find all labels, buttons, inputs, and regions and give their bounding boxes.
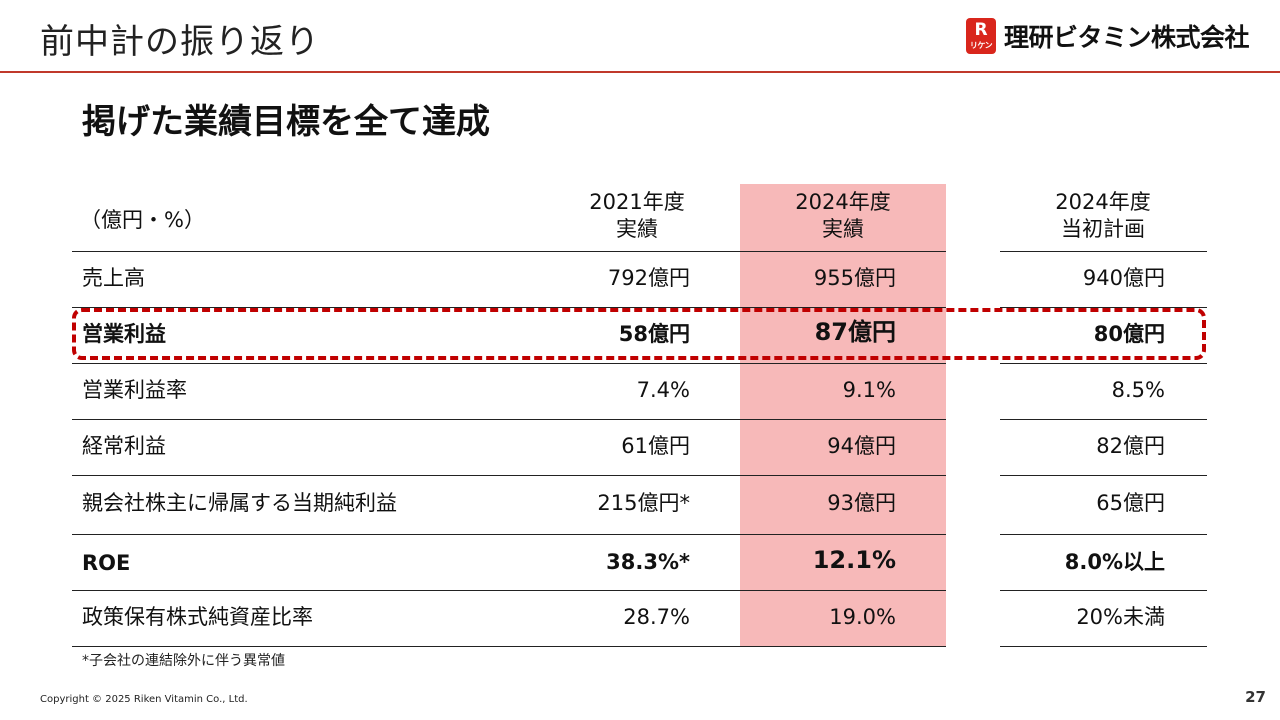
table-rule (72, 646, 946, 647)
table-rule (72, 590, 946, 591)
table-rule (1000, 534, 1207, 535)
table-cell: 80億円 (1093, 322, 1165, 346)
row-label: 政策保有株式純資産比率 (82, 605, 313, 629)
table-cell: 94億円 (827, 434, 896, 458)
table-cell: 61億円 (621, 434, 690, 458)
row-label: 売上高 (82, 266, 145, 290)
highlight-column (740, 184, 946, 646)
logo-mark-icon: R リケン (966, 18, 996, 54)
title-divider (0, 71, 1280, 73)
column-header-line1: 2024年度 (795, 190, 891, 214)
table-cell: 12.1% (812, 546, 896, 574)
table-cell: 215億円* (597, 491, 690, 515)
column-header-line2: 実績 (616, 217, 658, 241)
table-cell: 955億円 (813, 266, 896, 290)
emphasis-box (72, 308, 1206, 360)
table-cell: 9.1% (842, 378, 896, 402)
company-logo: R リケン 理研ビタミン株式会社 (966, 18, 1250, 54)
table-rule (1000, 251, 1207, 252)
table-rule (1000, 307, 1207, 308)
row-label: 親会社株主に帰属する当期純利益 (82, 491, 397, 515)
table-rule (72, 419, 946, 420)
table-rule (1000, 475, 1207, 476)
table-cell: 58億円 (618, 322, 690, 346)
column-header-line1: 2021年度 (589, 190, 685, 214)
table-cell: 8.5% (1111, 378, 1165, 402)
table-cell: 19.0% (829, 605, 896, 629)
table-rule (72, 307, 946, 308)
page-number: 27 (1245, 688, 1266, 706)
table-rule (1000, 419, 1207, 420)
column-header-2024-actual: 2024年度 実績 (766, 189, 920, 243)
unit-label: （億円・%） (80, 208, 205, 232)
logo-mark-kana: リケン (969, 41, 993, 50)
table-cell: 940億円 (1082, 266, 1165, 290)
table-rule (1000, 590, 1207, 591)
column-header-line2: 当初計画 (1061, 217, 1145, 241)
column-header-2024-plan: 2024年度 当初計画 (1026, 189, 1180, 243)
page-title: 前中計の振り返り (40, 22, 320, 62)
table-cell: 65億円 (1096, 491, 1165, 515)
row-label: 経常利益 (82, 434, 166, 458)
table-rule (1000, 363, 1207, 364)
table-cell: 7.4% (636, 378, 690, 402)
footnote: *子会社の連結除外に伴う異常値 (82, 653, 285, 669)
table-cell: 38.3%* (606, 550, 690, 574)
column-header-line2: 実績 (822, 217, 864, 241)
table-cell: 28.7% (623, 605, 690, 629)
table-rule (1000, 646, 1207, 647)
table-cell: 8.0%以上 (1064, 550, 1165, 574)
row-label: ROE (82, 551, 131, 575)
column-header-line1: 2024年度 (1055, 190, 1151, 214)
table-cell: 792億円 (607, 266, 690, 290)
column-header-2021-actual: 2021年度 実績 (560, 189, 714, 243)
table-cell: 20%未満 (1076, 605, 1165, 629)
row-label: 営業利益率 (82, 378, 187, 402)
logo-mark-letter: R (974, 20, 988, 40)
headline: 掲げた業績目標を全て達成 (82, 102, 490, 142)
table-cell: 93億円 (827, 491, 896, 515)
logo-text: 理研ビタミン株式会社 (1004, 23, 1250, 52)
table-rule (72, 251, 946, 252)
table-rule (72, 475, 946, 476)
copyright: Copyright © 2025 Riken Vitamin Co., Ltd. (40, 694, 248, 705)
table-rule (72, 363, 946, 364)
table-cell: 82億円 (1096, 434, 1165, 458)
table-cell: 87億円 (814, 318, 896, 346)
table-rule (72, 534, 946, 535)
row-label: 営業利益 (82, 322, 166, 346)
